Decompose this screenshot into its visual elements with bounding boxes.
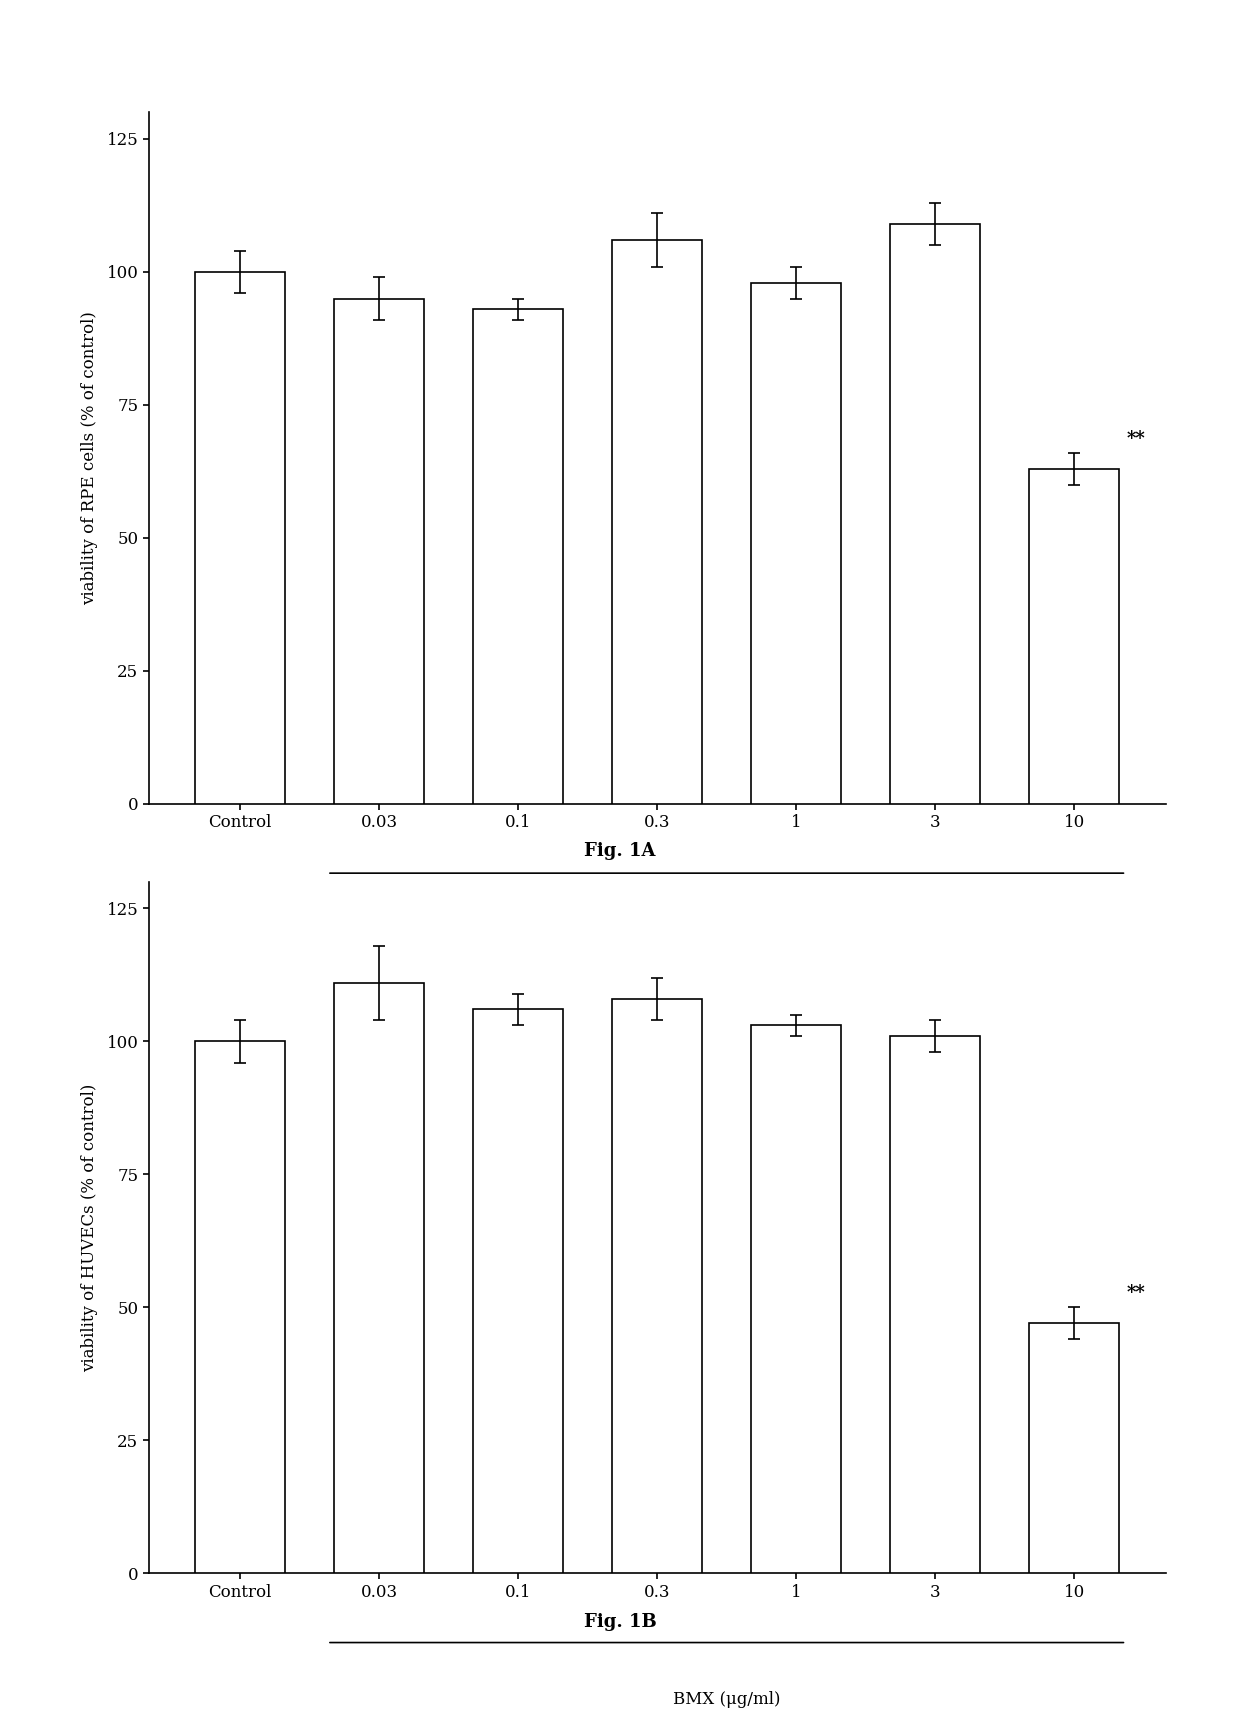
Bar [751,282,842,804]
Bar [1029,469,1120,804]
Text: Fig. 1B: Fig. 1B [584,1613,656,1630]
Bar [890,1036,981,1573]
Bar [613,999,702,1573]
Bar [195,271,285,804]
Text: BMX (μg/ml): BMX (μg/ml) [673,922,780,939]
Bar [890,225,981,804]
Bar [195,1041,285,1573]
Y-axis label: viability of HUVECs (% of control): viability of HUVECs (% of control) [81,1084,98,1371]
Text: Fig. 1A: Fig. 1A [584,842,656,859]
Bar [613,240,702,804]
Text: **: ** [1127,1285,1146,1302]
Bar [1029,1323,1120,1573]
Y-axis label: viability of RPE cells (% of control): viability of RPE cells (% of control) [81,311,98,605]
Bar [472,1010,563,1573]
Text: BMX (μg/ml): BMX (μg/ml) [673,1691,780,1708]
Bar [751,1025,842,1573]
Text: **: ** [1127,429,1146,448]
Bar [472,309,563,804]
Bar [334,982,424,1573]
Bar [334,299,424,804]
